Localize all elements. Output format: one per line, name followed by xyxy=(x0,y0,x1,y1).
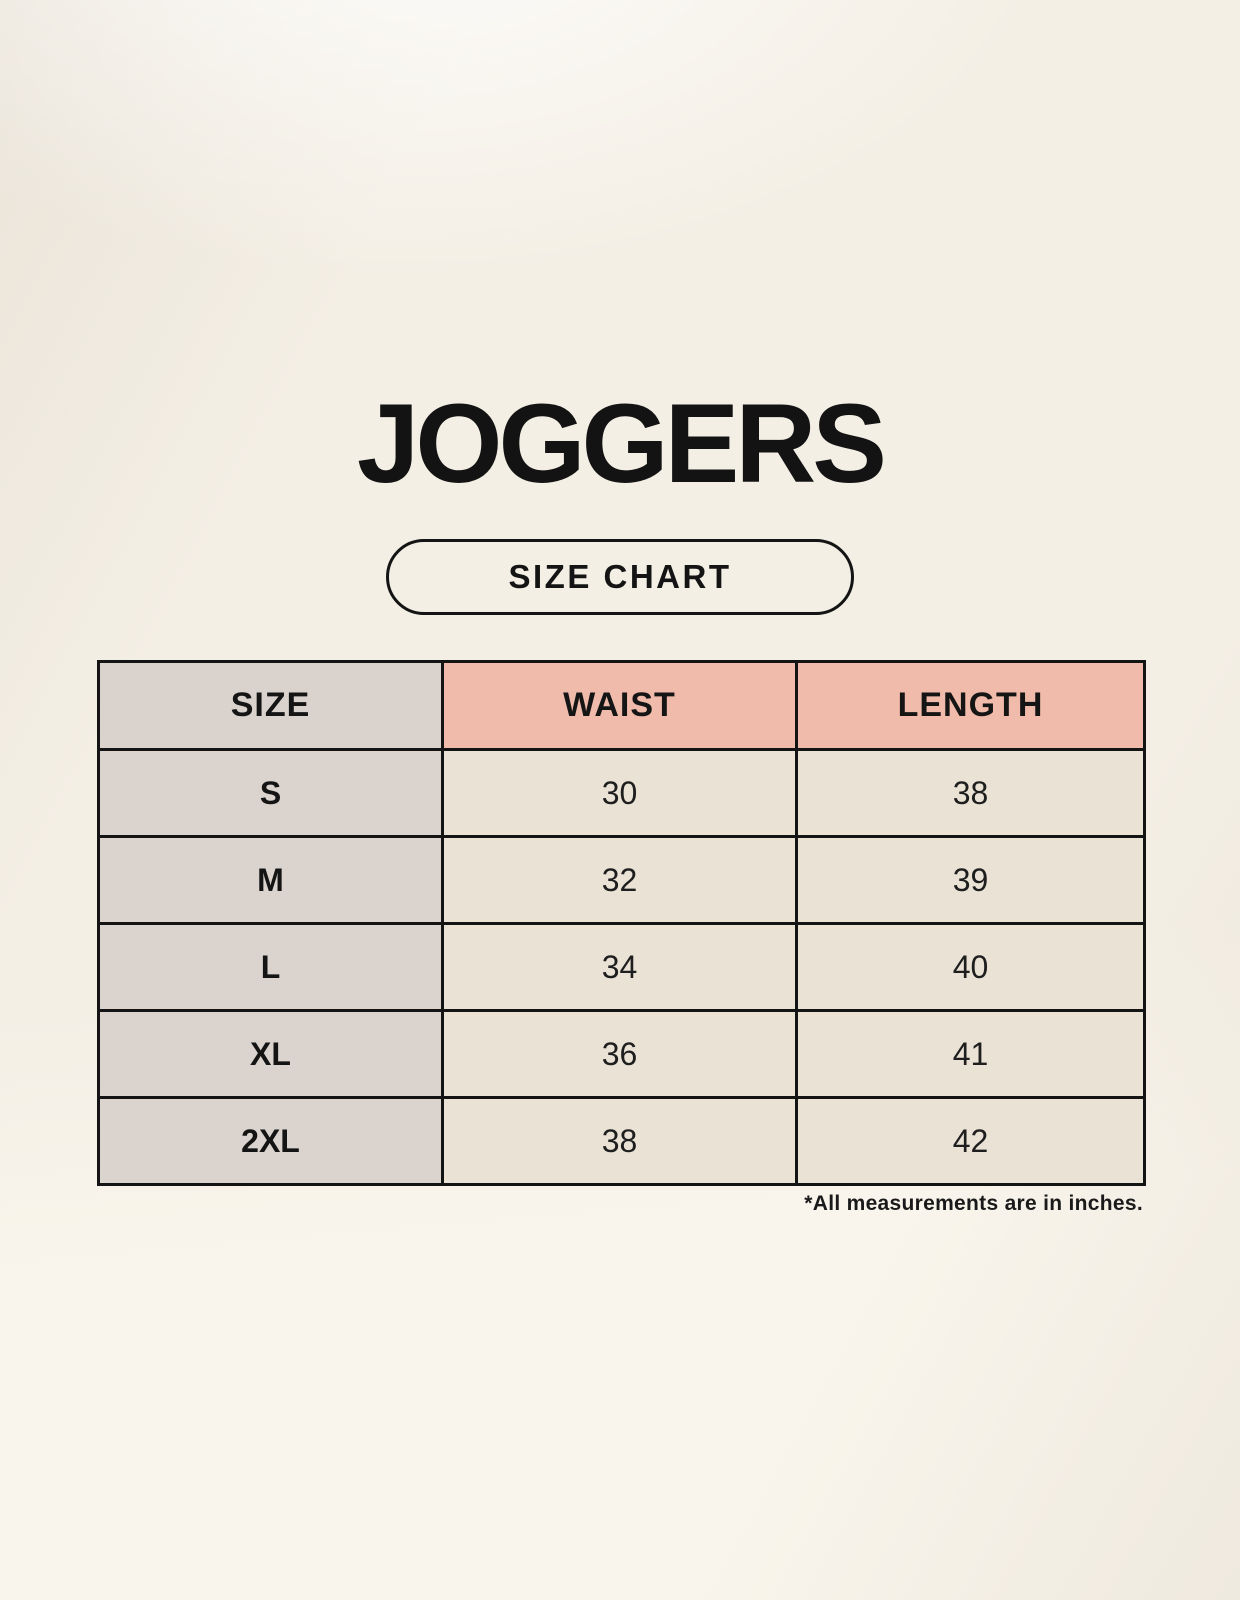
length-value: 38 xyxy=(795,748,1146,838)
size-chart-table: SIZE WAIST LENGTH S 30 38 M 32 39 L 34 4… xyxy=(97,660,1146,1186)
table-row: M 32 39 xyxy=(97,835,1146,925)
size-label: M xyxy=(97,835,444,925)
length-value: 42 xyxy=(795,1096,1146,1186)
table-row: 2XL 38 42 xyxy=(97,1096,1146,1186)
waist-value: 32 xyxy=(441,835,798,925)
waist-value: 34 xyxy=(441,922,798,1012)
column-header-waist: WAIST xyxy=(441,660,798,751)
length-value: 41 xyxy=(795,1009,1146,1099)
waist-value: 36 xyxy=(441,1009,798,1099)
waist-value: 38 xyxy=(441,1096,798,1186)
page-title: JOGGERS xyxy=(357,381,887,506)
size-chart-badge-label: SIZE CHART xyxy=(508,558,732,595)
column-header-size: SIZE xyxy=(97,660,444,751)
length-value: 40 xyxy=(795,922,1146,1012)
size-label: S xyxy=(97,748,444,838)
size-label: 2XL xyxy=(97,1096,444,1186)
table-row: L 34 40 xyxy=(97,922,1146,1012)
length-value: 39 xyxy=(795,835,1146,925)
waist-value: 30 xyxy=(441,748,798,838)
column-header-length: LENGTH xyxy=(795,660,1146,751)
table-row: XL 36 41 xyxy=(97,1009,1146,1099)
size-label: XL xyxy=(97,1009,444,1099)
size-label: L xyxy=(97,922,444,1012)
table-header-row: SIZE WAIST LENGTH xyxy=(97,660,1146,751)
measurements-footnote: *All measurements are in inches. xyxy=(804,1192,1143,1215)
table-row: S 30 38 xyxy=(97,748,1146,838)
size-chart-badge: SIZE CHART xyxy=(386,539,854,615)
